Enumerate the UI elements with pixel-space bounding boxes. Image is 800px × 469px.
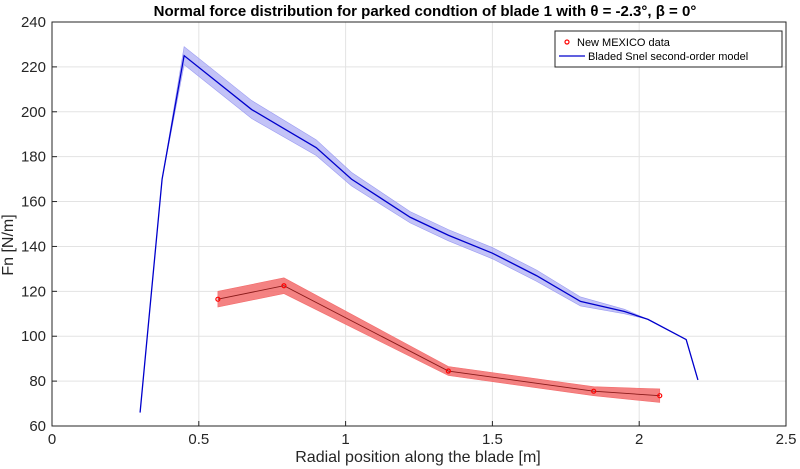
data-point	[657, 393, 663, 399]
legend-label-new-mexico-data: New MEXICO data	[577, 37, 671, 49]
y-tick-label: 220	[21, 59, 46, 76]
x-axis-ticks: 0 0.5 1 1.5 2 2.5	[48, 421, 797, 448]
legend-marker-new-mexico-data	[564, 39, 570, 45]
y-tick-label: 200	[21, 104, 46, 121]
x-axis-label: Radial position along the blade [m]	[295, 449, 541, 466]
plot-frame	[51, 21, 787, 427]
y-tick-label: 180	[21, 149, 46, 166]
x-tick-label: 2	[635, 431, 643, 448]
bladed-snel-second-order-model-line	[139, 54, 699, 413]
y-tick-label: 120	[21, 283, 46, 300]
data-point	[281, 283, 287, 289]
legend-box	[554, 30, 783, 68]
data-markers	[215, 283, 663, 399]
y-axis-label: Fn [N/m]	[0, 214, 17, 275]
y-tick-label: 160	[21, 194, 46, 211]
y-tick-label: 60	[29, 418, 46, 435]
y-tick-label: 140	[21, 238, 46, 255]
new-mexico-data-line	[217, 285, 660, 397]
data-point	[215, 296, 221, 302]
legend-label-bladed-snel-second-order-model: Bladed Snel second-order model	[588, 51, 748, 63]
x-tick-label: 0	[48, 431, 56, 448]
x-tick-label: 2.5	[776, 431, 797, 448]
y-axis-ticks: 60 80 100 120 140 160 180 200 220 240	[21, 14, 57, 435]
x-tick-label: 1.5	[482, 431, 503, 448]
y-tick-label: 100	[21, 328, 46, 345]
series-lines	[139, 54, 699, 413]
x-tick-label: 1	[341, 431, 349, 448]
x-tick-label: 0.5	[188, 431, 209, 448]
y-tick-label: 240	[21, 14, 46, 31]
chart-title: Normal force distribution for parked con…	[154, 3, 697, 20]
data-point	[445, 368, 451, 374]
data-point	[591, 388, 597, 394]
y-tick-label: 80	[29, 373, 46, 390]
legend: New MEXICO data Bladed Snel second-order …	[554, 30, 783, 68]
